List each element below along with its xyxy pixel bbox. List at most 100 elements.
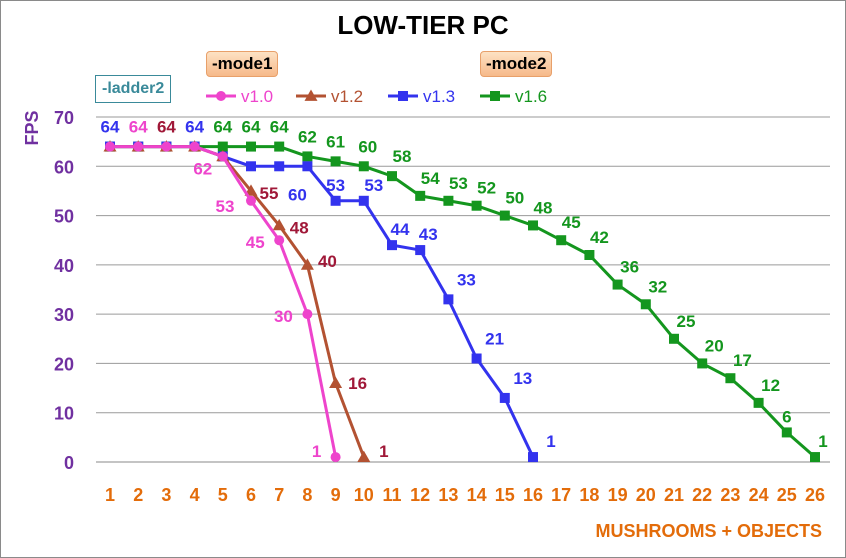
x-axis-label: MUSHROOMS + OBJECTS [595, 521, 822, 541]
data-point [528, 220, 538, 231]
y-tick-label: 40 [54, 256, 74, 276]
legend-item-v1.6: v1.6 [480, 87, 547, 106]
data-label: 45 [246, 233, 265, 252]
data-point [387, 171, 397, 182]
data-label: 44 [391, 220, 410, 239]
data-label: 60 [288, 185, 307, 204]
data-label: 6 [782, 407, 791, 426]
series-v1.3 [105, 141, 538, 463]
data-point [302, 161, 313, 172]
data-label: 1 [546, 432, 555, 451]
x-tick-label: 4 [190, 485, 200, 505]
data-label: 48 [534, 198, 553, 217]
x-tick-label: 17 [551, 485, 571, 505]
legend-label: v1.6 [515, 87, 547, 106]
data-label: 40 [318, 252, 337, 271]
data-label: 32 [648, 277, 667, 296]
x-tick-label: 7 [274, 485, 284, 505]
data-label: 58 [393, 147, 412, 166]
data-point [274, 235, 285, 246]
x-tick-label: 15 [495, 485, 515, 505]
data-label: 20 [705, 336, 724, 355]
data-label: 60 [358, 137, 377, 156]
data-point [272, 218, 286, 231]
data-label: 61 [326, 132, 345, 151]
data-label: 55 [260, 184, 279, 203]
data-point [304, 89, 318, 101]
legend: v1.0 v1.2 v1.3 v1.6 [206, 87, 547, 106]
data-label: 1 [818, 432, 827, 451]
x-axis-ticks: 1 2 3 4 5 6 7 8 9 10 11 12 13 14 15 16 17 18 19 20 21 22 23 24 2… [105, 485, 825, 505]
x-tick-label: 10 [354, 485, 374, 505]
data-point [189, 141, 200, 152]
x-tick-label: 16 [523, 485, 543, 505]
data-label: 53 [364, 176, 383, 195]
x-tick-label: 5 [218, 485, 228, 505]
annotation-mode2: -mode2 [480, 51, 553, 77]
data-label: 48 [290, 218, 309, 237]
data-point [216, 91, 226, 101]
data-label: 53 [326, 176, 345, 195]
x-tick-label: 14 [467, 485, 487, 505]
y-tick-label: 0 [64, 453, 74, 473]
data-label: 13 [513, 369, 532, 388]
x-tick-label: 20 [636, 485, 656, 505]
legend-label: v1.2 [331, 87, 363, 106]
x-tick-label: 21 [664, 485, 684, 505]
y-tick-label: 50 [54, 207, 74, 227]
data-point [490, 91, 500, 101]
x-tick-label: 19 [608, 485, 628, 505]
chart-title: LOW-TIER PC [337, 10, 509, 40]
data-label: 43 [419, 225, 438, 244]
annotation-ladder2: -ladder2 [95, 75, 172, 103]
data-point [612, 279, 623, 290]
data-point [246, 161, 256, 172]
y-tick-label: 70 [54, 108, 74, 128]
annotation-mode1: -mode1 [206, 51, 279, 77]
data-point [357, 450, 371, 462]
x-tick-label: 26 [805, 485, 825, 505]
x-tick-label: 12 [410, 485, 430, 505]
data-point [274, 161, 285, 172]
x-tick-label: 2 [133, 485, 143, 505]
x-tick-label: 3 [161, 485, 171, 505]
x-tick-label: 24 [749, 485, 769, 505]
grid-lines [96, 116, 830, 414]
data-point [528, 452, 538, 463]
data-label: 64 [185, 118, 204, 137]
data-label: 62 [193, 159, 212, 178]
series-v1.0 [105, 141, 341, 463]
x-tick-label: 9 [331, 485, 341, 505]
y-tick-label: 10 [54, 404, 74, 424]
data-point [471, 353, 482, 364]
series-layer [103, 140, 820, 463]
y-tick-label: 60 [54, 157, 74, 177]
data-label: 1 [312, 442, 321, 461]
data-point [398, 91, 408, 101]
data-point [133, 141, 144, 152]
data-point [725, 373, 736, 384]
data-label: 64 [157, 118, 176, 137]
series-line [110, 145, 816, 459]
x-tick-label: 1 [105, 485, 115, 505]
data-point [753, 397, 764, 408]
data-point [584, 250, 595, 260]
x-tick-label: 18 [579, 485, 599, 505]
data-label: 64 [270, 118, 289, 137]
data-label: 21 [485, 330, 504, 349]
data-point [358, 161, 369, 172]
data-label: 64 [101, 118, 120, 137]
data-point [105, 141, 115, 152]
data-label: 25 [677, 312, 696, 331]
data-label: 64 [242, 118, 261, 137]
x-tick-label: 13 [438, 485, 458, 505]
data-point [781, 427, 792, 438]
y-tick-label: 30 [54, 305, 74, 325]
data-point [358, 195, 369, 206]
x-tick-label: 23 [720, 485, 740, 505]
data-point [330, 452, 341, 463]
data-point [300, 258, 314, 270]
data-point [217, 141, 228, 152]
